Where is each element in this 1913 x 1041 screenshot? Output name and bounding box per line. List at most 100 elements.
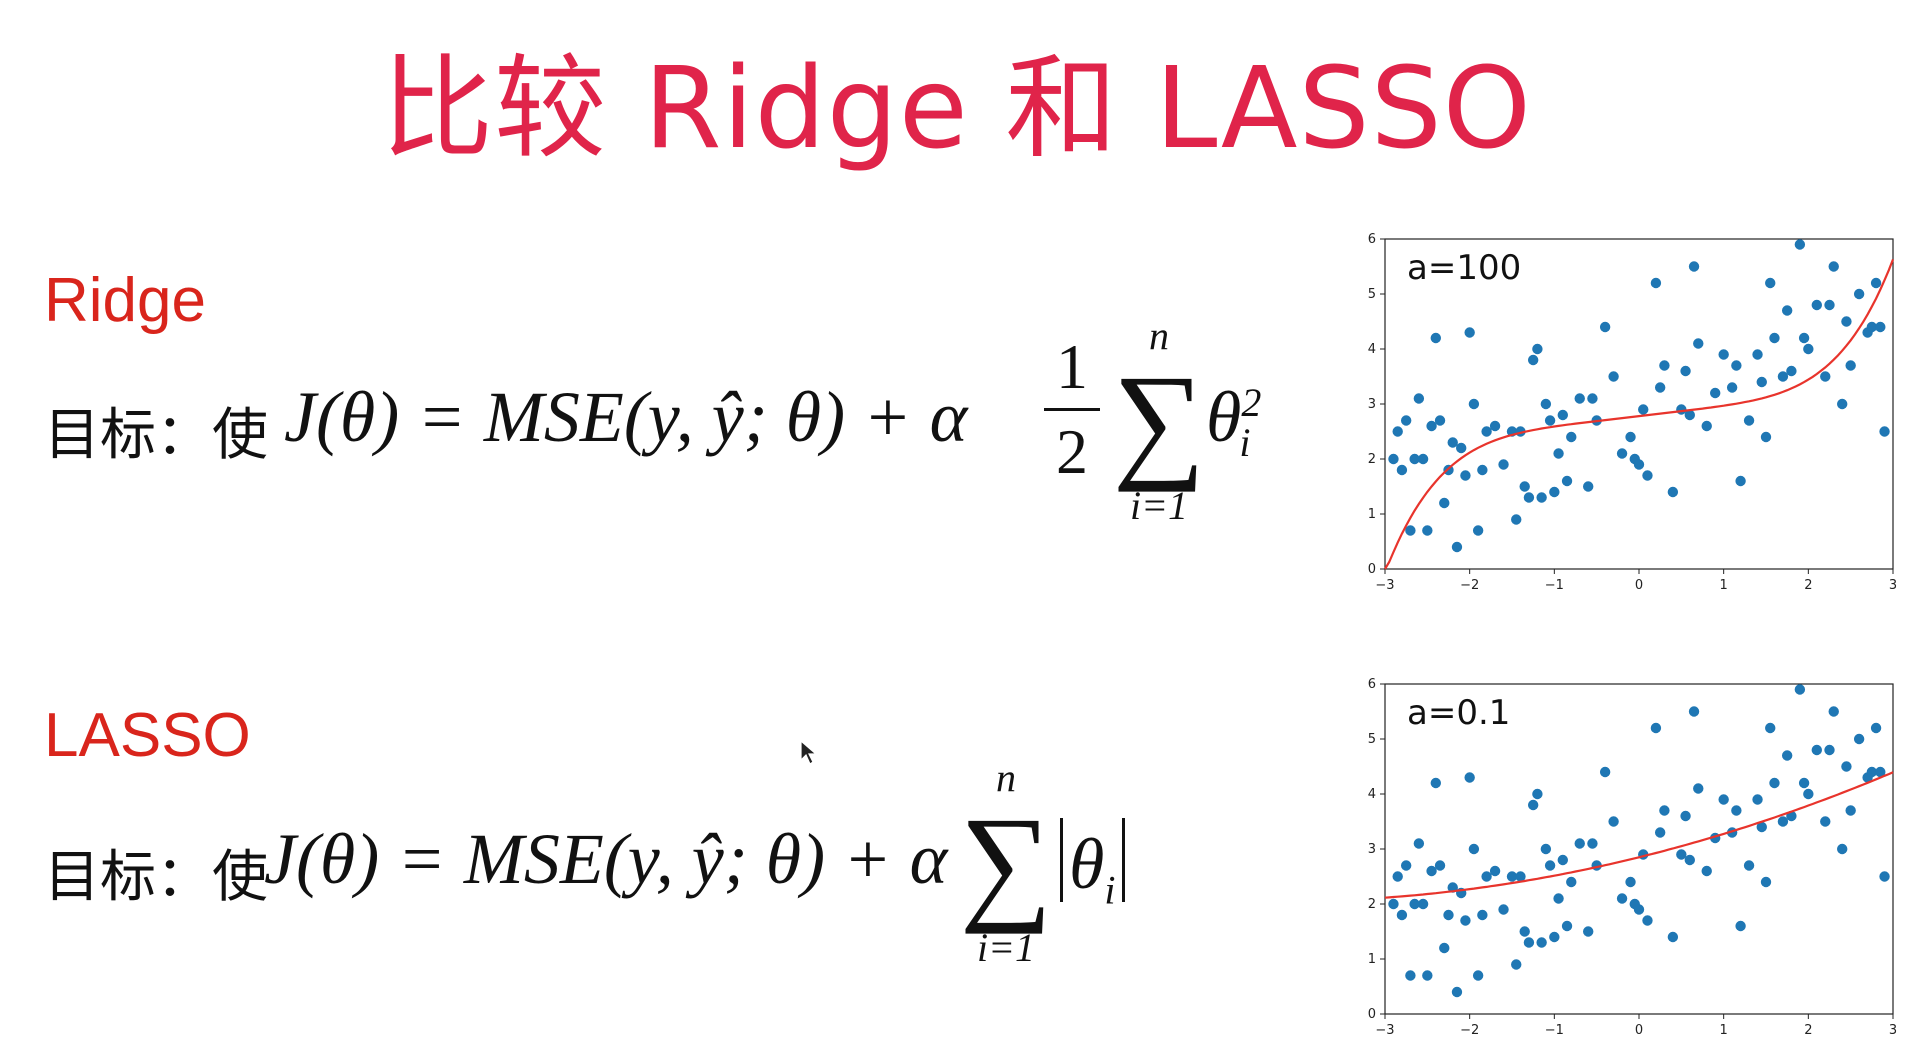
data-point <box>1460 470 1471 481</box>
lasso-prefix: 目标：使 <box>44 845 268 910</box>
data-point <box>1561 920 1573 932</box>
data-point <box>1688 261 1700 272</box>
data-point <box>1638 404 1649 415</box>
data-point <box>1845 805 1856 816</box>
x-tick-label: 1 <box>1720 578 1728 593</box>
data-point <box>1549 931 1560 943</box>
data-point <box>1654 827 1666 838</box>
ridge-sum-lower: i=1 <box>1129 483 1189 528</box>
data-point <box>1803 788 1814 800</box>
data-point <box>1756 376 1767 388</box>
data-point <box>1693 338 1704 349</box>
x-tick-label: 3 <box>1889 578 1897 593</box>
data-point <box>1680 365 1691 377</box>
data-point <box>1511 959 1522 970</box>
data-point <box>1481 426 1492 437</box>
data-point <box>1523 937 1535 948</box>
data-point <box>1515 871 1526 882</box>
data-point <box>1701 420 1712 432</box>
data-point <box>1599 321 1611 333</box>
data-point <box>1824 744 1835 756</box>
lasso-term: θi <box>1054 818 1131 913</box>
data-point <box>1710 387 1721 399</box>
data-point <box>1506 871 1518 882</box>
data-point <box>1447 437 1458 448</box>
data-point <box>1769 332 1780 344</box>
plot-frame <box>1384 238 1894 570</box>
data-point <box>1650 277 1662 289</box>
data-point <box>1481 871 1492 882</box>
data-point <box>1527 354 1539 366</box>
data-point <box>1718 794 1729 805</box>
data-point <box>1489 865 1501 877</box>
data-point <box>1599 766 1611 778</box>
data-point <box>1760 876 1772 888</box>
data-point <box>1540 843 1552 855</box>
data-point <box>1743 415 1755 426</box>
data-point <box>1430 777 1441 789</box>
data-point <box>1667 486 1679 498</box>
abs-bar-left <box>1060 818 1063 902</box>
x-tick-label: −1 <box>1545 1023 1564 1038</box>
data-point <box>1574 393 1585 404</box>
data-point <box>1400 860 1412 871</box>
data-point <box>1426 420 1437 432</box>
data-point <box>1828 706 1839 717</box>
data-point <box>1798 777 1810 789</box>
data-point <box>1536 492 1547 503</box>
lasso-sum: n ∑ i=1 <box>956 758 1056 968</box>
data-point <box>1811 299 1822 311</box>
ridge-term-sup: 2 <box>1241 380 1262 425</box>
y-tick-label: 5 <box>1368 732 1376 747</box>
data-point <box>1396 464 1408 476</box>
data-point <box>1777 816 1789 827</box>
fraction-bar <box>1044 408 1100 411</box>
page-title: 比较 Ridge 和 LASSO <box>381 44 1532 174</box>
data-point <box>1396 909 1408 921</box>
data-point <box>1468 398 1480 410</box>
data-point <box>1676 849 1687 860</box>
sigma-icon: ∑ <box>1112 349 1206 493</box>
data-point <box>1540 398 1552 410</box>
data-point <box>1405 525 1416 536</box>
ridge-label: Ridge <box>44 266 206 335</box>
y-tick-label: 4 <box>1368 787 1376 802</box>
data-point <box>1472 525 1484 536</box>
data-point <box>1820 371 1831 382</box>
data-point <box>1434 860 1446 871</box>
data-point <box>1536 937 1547 948</box>
data-point <box>1417 453 1429 465</box>
ridge-prefix: 目标：使 <box>44 403 268 468</box>
data-point <box>1587 393 1598 404</box>
plot-annotation: a=0.1 <box>1407 693 1510 733</box>
lasso-formula-main: J(θ) = MSE(y, ŷ; θ) + α <box>264 819 948 899</box>
ridge-fraction: 1 2 <box>1044 330 1100 489</box>
plot-lasso: −3 −2 −1 0 1 2 3 0 1 2 3 4 5 6 a=0.1 <box>1355 670 1913 1038</box>
data-point <box>1837 398 1848 410</box>
data-point <box>1667 931 1679 943</box>
data-point <box>1650 722 1662 734</box>
y-tick-label: 0 <box>1368 562 1376 577</box>
data-point <box>1879 426 1890 437</box>
data-point <box>1853 733 1865 745</box>
data-point <box>1781 305 1793 316</box>
data-point <box>1642 470 1653 481</box>
data-point <box>1811 744 1822 756</box>
data-point <box>1523 492 1535 503</box>
data-point <box>1608 371 1619 382</box>
sigma-icon: ∑ <box>959 791 1053 935</box>
data-point <box>1794 684 1806 695</box>
data-point <box>1456 442 1467 454</box>
data-point <box>1659 360 1670 371</box>
data-point <box>1532 343 1543 355</box>
data-point <box>1527 799 1539 811</box>
data-point <box>1786 365 1797 377</box>
data-point <box>1701 865 1712 877</box>
lasso-label: LASSO <box>44 701 251 770</box>
data-point <box>1726 382 1738 393</box>
data-point <box>1735 475 1746 487</box>
data-point <box>1519 926 1530 937</box>
x-tick-label: 3 <box>1889 1023 1897 1038</box>
data-point <box>1451 986 1463 998</box>
data-point <box>1422 525 1433 536</box>
